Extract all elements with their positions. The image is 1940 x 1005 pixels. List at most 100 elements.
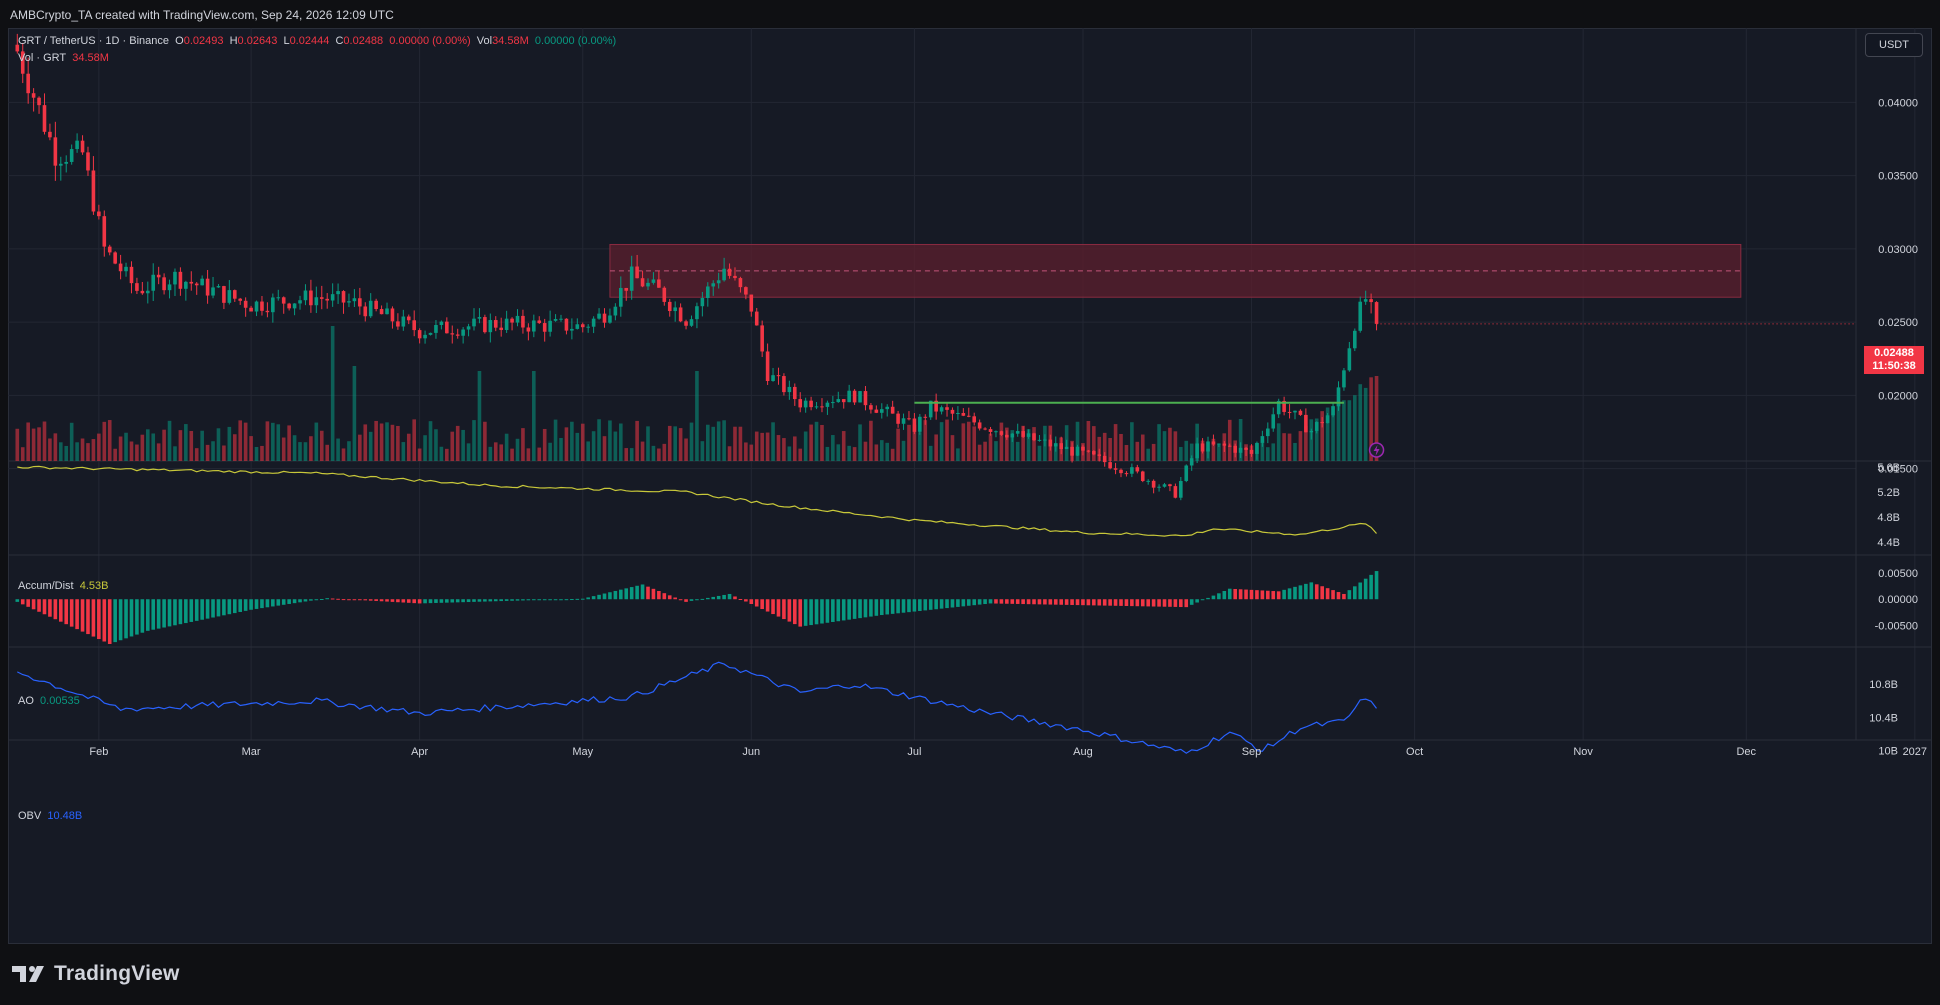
volume-bar [608,420,612,461]
chart-canvas[interactable]: 0.04000 0.03500 0.03000 0.02500 0.02000 0.015… [8,28,1932,944]
volume-bar [831,435,835,461]
volume-bar [1005,427,1009,461]
candle-body [249,307,253,312]
ao-bar [1320,586,1324,600]
time-axis-label: Oct [1406,746,1423,758]
candle-body [559,318,563,320]
volume-bar [602,436,607,461]
candle-body [1048,439,1053,447]
ao-bar [194,599,199,621]
candle-body [129,266,134,284]
candle-body [1298,410,1303,415]
ao-bar [586,597,590,600]
ao-bar [20,599,25,605]
candle-body [939,407,944,412]
ao-bar [493,599,498,602]
volume-bar [983,441,987,461]
candle-body [803,400,808,408]
candle-body [923,416,928,418]
ao-label[interactable]: AO [18,695,34,707]
candle-body [792,386,797,400]
volume-bar [1119,433,1123,461]
volume-bar [836,444,841,461]
volume-bar [619,423,623,461]
volume-bar [1347,400,1352,461]
volume-bar [385,422,389,461]
ao-bar [145,599,150,631]
chart-frame[interactable] [8,28,1932,944]
ao-bar [1162,599,1167,607]
volume-bar [591,431,596,461]
ao-bar [836,599,841,622]
candle-body [379,309,384,315]
volume-bar [820,424,824,461]
volume-bar [939,422,944,461]
candle-body [1026,433,1031,437]
volume-bar [368,431,373,461]
volume-bar [260,445,264,461]
candle-body [488,320,493,333]
candle-body [738,278,743,288]
volume-bar [461,429,465,461]
volume-bar [526,448,531,461]
candle-body [526,327,531,332]
candle-body [1282,400,1286,412]
volume-bar [303,442,308,461]
candle-body [934,400,938,412]
volume-bar [510,448,514,461]
currency-button[interactable]: USDT [1865,33,1923,57]
candle-body [591,318,596,327]
ao-bar [1374,571,1379,600]
volume-bar [1211,438,1216,461]
volume-bar [1184,440,1189,461]
high-label: H [229,35,238,47]
volume-bar [151,433,156,461]
ao-bar [249,599,253,610]
volume-bar [629,448,634,461]
volume-bar [417,448,422,461]
volume-bar [173,446,177,461]
ad-label[interactable]: Accum/Dist [18,580,74,592]
ao-bar [983,599,987,605]
candle-body [1124,473,1129,475]
ao-bar [358,599,362,601]
low-value: 0.02444 [289,35,330,47]
volume-bar [586,441,590,461]
time-axis-label: Mar [242,746,261,758]
ao-bar [1113,599,1118,606]
ao-bar [385,599,389,602]
volume-bar [580,423,585,461]
volume-bar [412,419,417,461]
symbol-label[interactable]: GRT / TetherUS · 1D · Binance [18,35,170,47]
volume-bar [26,422,30,461]
volume-bar [97,433,101,461]
candle-body [276,297,281,299]
candle-body [238,298,243,301]
ao-bar [439,599,444,603]
volume-bar [923,420,928,461]
candle-body [499,327,503,330]
candle-body [466,326,471,330]
volume-bar [211,441,215,461]
volume-bar [716,421,721,461]
candle-body [1184,465,1189,481]
candle-body [847,390,851,403]
candle-body [1037,439,1042,441]
candle-body [363,306,368,317]
ao-bar [390,599,395,602]
ao-bar [1342,593,1346,600]
volume-row-label[interactable]: Vol · GRT [18,52,67,64]
candle-body [918,416,922,432]
ao-bar [1021,599,1025,605]
volume-bar [640,441,645,461]
ao-bar [1222,591,1227,600]
ao-bar [31,599,36,610]
tradingview-brand[interactable]: TradingView [12,962,180,986]
obv-label[interactable]: OBV [18,810,42,822]
ao-bar [254,599,259,609]
ad-axis-label: 5.2B [1877,487,1900,499]
candle-body [124,266,128,272]
candle-body [1157,486,1161,488]
volume-bar [15,428,20,461]
ao-bar [542,599,547,601]
